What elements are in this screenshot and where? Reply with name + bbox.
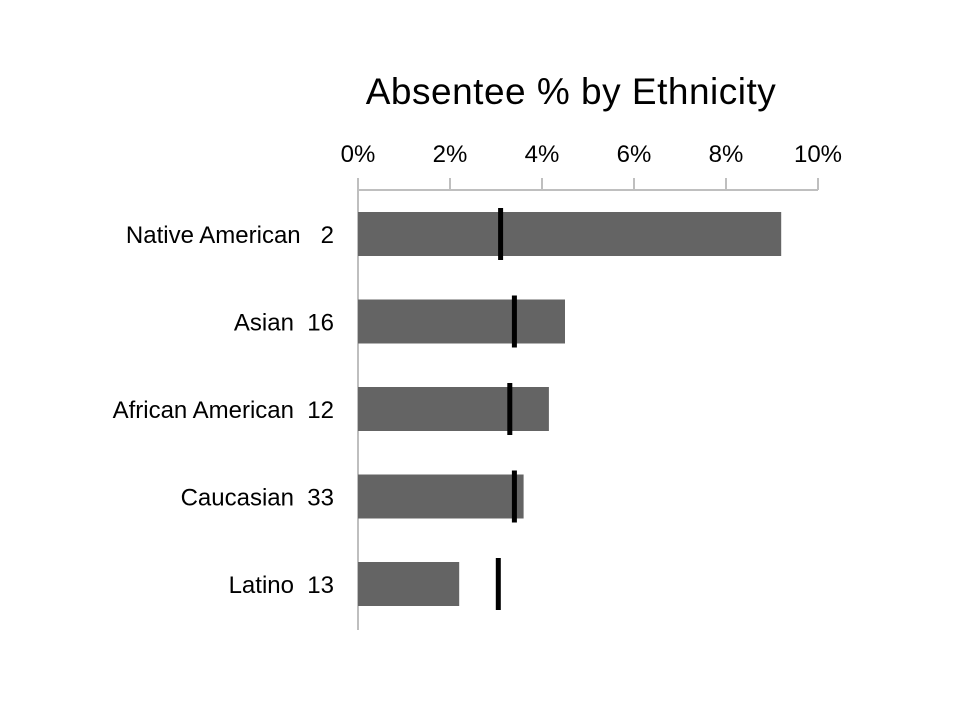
category-label: Latino 13 xyxy=(229,572,334,599)
bar xyxy=(358,474,524,519)
category-label: African American 12 xyxy=(113,397,334,424)
bar xyxy=(358,562,460,606)
category-label: Caucasian 33 xyxy=(181,485,334,512)
x-tick-label: 6% xyxy=(617,141,652,168)
bar xyxy=(358,387,549,431)
bar xyxy=(358,212,782,256)
category-label: Native American 2 xyxy=(126,222,334,249)
x-tick-label: 8% xyxy=(709,141,744,168)
category-label: Asian 16 xyxy=(234,310,334,337)
x-tick-label: 4% xyxy=(525,141,560,168)
marker-series xyxy=(495,208,517,610)
x-tick-label: 10% xyxy=(794,141,842,168)
bar xyxy=(358,299,565,344)
bar-series xyxy=(358,212,782,606)
x-tick-label: 2% xyxy=(433,141,468,168)
x-tick-label: 0% xyxy=(341,141,376,168)
chart-title: Absentee % by Ethnicity xyxy=(366,71,777,112)
category-labels: Native American 2 Asian 16 African America… xyxy=(113,222,334,599)
x-axis: 0% 2% 4% 6% 8% 10% xyxy=(341,141,842,630)
